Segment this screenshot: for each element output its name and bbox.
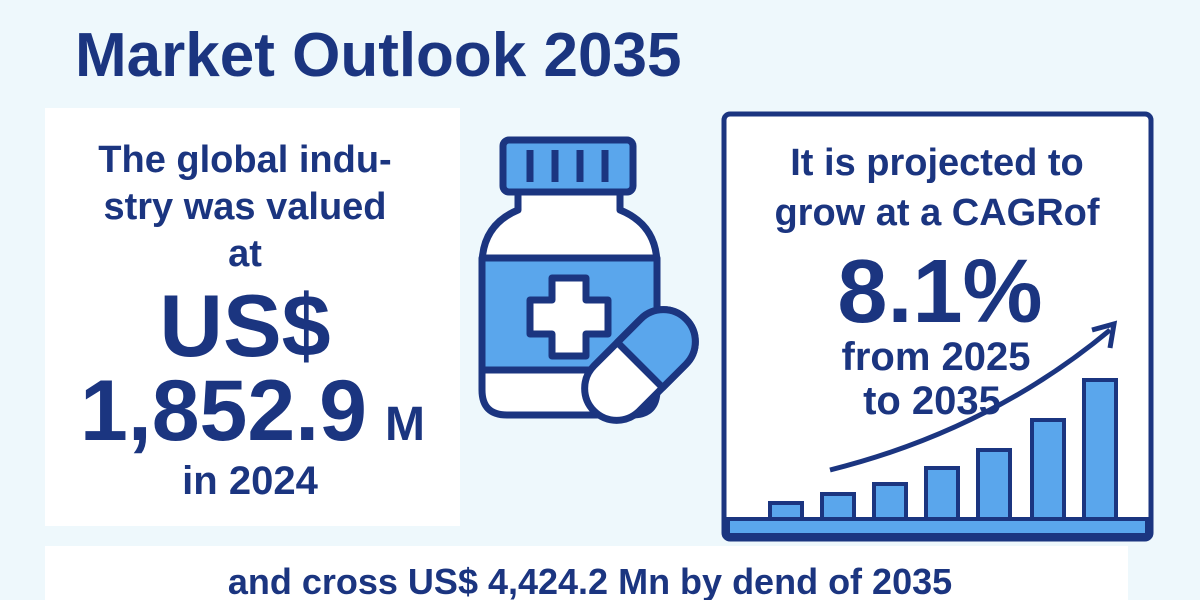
right-intro: grow at a CAGRof bbox=[774, 192, 1099, 234]
growth-arrow bbox=[829, 328, 1112, 473]
growth-arrowhead bbox=[1091, 320, 1118, 349]
left-intro: stry was valued bbox=[103, 186, 386, 228]
left-panel bbox=[45, 108, 460, 526]
footer-text: and cross US$ 4,424.2 Mn by dend of 2035 bbox=[228, 561, 952, 600]
value: 1,852.9 bbox=[80, 363, 367, 459]
title: Market Outlook 2035 bbox=[75, 21, 681, 90]
left-intro: at bbox=[228, 233, 262, 275]
currency: US$ bbox=[159, 276, 330, 375]
left-intro: The global indu- bbox=[98, 139, 391, 181]
period-line: from 2025 bbox=[842, 335, 1031, 379]
footer-panel bbox=[45, 546, 1128, 600]
chart-base bbox=[726, 517, 1149, 537]
period-line: to 2035 bbox=[863, 379, 1001, 423]
unit: M bbox=[385, 398, 425, 451]
right-intro: It is projected to bbox=[790, 142, 1083, 184]
title-cutoff bbox=[75, 0, 975, 8]
cagr: 8.1% bbox=[837, 242, 1042, 342]
year-line: in 2024 bbox=[182, 459, 318, 503]
bottle-icon bbox=[478, 136, 699, 424]
growth-bars bbox=[768, 378, 1118, 521]
